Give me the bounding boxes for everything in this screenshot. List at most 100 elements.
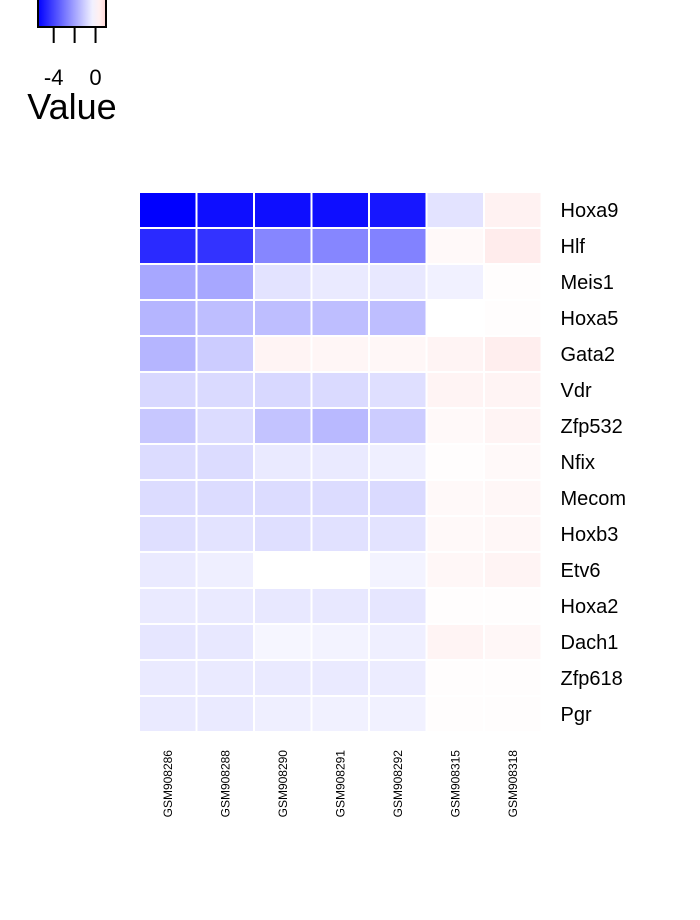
heatmap-cell: [195, 479, 255, 517]
heatmap-cell: [368, 515, 428, 553]
heatmap-cell: [253, 227, 313, 265]
heatmap-cell: [483, 191, 543, 229]
heatmap-cell: [253, 479, 313, 517]
heatmap-cell: [310, 191, 370, 229]
heatmap-cell: [483, 551, 543, 589]
row-label: Zfp532: [561, 416, 623, 438]
heatmap-cell: [368, 371, 428, 409]
heatmap-cell: [483, 443, 543, 481]
color-key-tick-labels: -4 0: [44, 65, 102, 90]
heatmap-cell: [253, 263, 313, 301]
heatmap-cell: [253, 695, 313, 733]
heatmap-cell: [310, 299, 370, 337]
heatmap-cell: [138, 515, 198, 553]
row-label: Meis1: [561, 272, 614, 294]
heatmap-cell: [310, 587, 370, 625]
color-key-title: Value: [27, 86, 116, 127]
row-label: Hoxa5: [561, 308, 619, 330]
column-label: GSM908286: [161, 750, 175, 818]
heatmap-cell: [368, 587, 428, 625]
column-label: GSM908288: [218, 750, 232, 818]
heatmap-cell: [483, 263, 543, 301]
heatmap-cell: [483, 335, 543, 373]
heatmap-cell: [425, 659, 485, 697]
heatmap-cell: [425, 263, 485, 301]
row-label: Hoxa9: [561, 200, 619, 222]
heatmap-cell: [368, 479, 428, 517]
heatmap-cell: [483, 407, 543, 445]
heatmap-cell: [195, 407, 255, 445]
heatmap-cell: [195, 623, 255, 661]
row-label: Etv6: [561, 560, 601, 582]
heatmap-cell: [310, 551, 370, 589]
heatmap-cell: [483, 623, 543, 661]
heatmap-cell: [310, 227, 370, 265]
heatmap-cell: [425, 587, 485, 625]
row-label: Hlf: [561, 236, 586, 258]
heatmap-cell: [425, 443, 485, 481]
heatmap-cell: [483, 659, 543, 697]
heatmap-cell: [425, 479, 485, 517]
heatmap-cell: [253, 371, 313, 409]
row-label: Pgr: [561, 704, 592, 726]
heatmap-cell: [368, 443, 428, 481]
column-label: GSM908315: [448, 750, 462, 818]
row-label: Vdr: [561, 380, 592, 402]
heatmap-cell: [368, 191, 428, 229]
heatmap-cell: [310, 263, 370, 301]
heatmap-cell: [253, 443, 313, 481]
heatmap-cell: [195, 587, 255, 625]
heatmap-cell: [483, 515, 543, 553]
heatmap-cell: [195, 335, 255, 373]
heatmap-cell: [425, 227, 485, 265]
heatmap-cell: [368, 335, 428, 373]
row-label: Nfix: [561, 452, 595, 474]
color-key: -4 0 Value: [27, 0, 117, 127]
heatmap-cell: [195, 695, 255, 733]
heatmap-cell: [138, 335, 198, 373]
row-label: Hoxb3: [561, 524, 619, 546]
heatmap-cell: [425, 299, 485, 337]
heatmap-cell: [138, 371, 198, 409]
heatmap-cells: [138, 191, 543, 733]
heatmap-cell: [483, 299, 543, 337]
heatmap-cell: [138, 479, 198, 517]
color-key-tick-label: -4: [44, 65, 64, 90]
heatmap-cell: [310, 371, 370, 409]
heatmap-cell: [138, 443, 198, 481]
row-label: Dach1: [561, 632, 619, 654]
column-label: GSM908290: [276, 750, 290, 818]
heatmap-cell: [425, 695, 485, 733]
heatmap-cell: [368, 551, 428, 589]
heatmap-cell: [138, 299, 198, 337]
heatmap-cell: [483, 479, 543, 517]
heatmap-cell: [368, 659, 428, 697]
heatmap-cell: [138, 227, 198, 265]
heatmap-cell: [195, 227, 255, 265]
heatmap-cell: [195, 443, 255, 481]
heatmap-cell: [195, 515, 255, 553]
column-label: GSM908318: [506, 750, 520, 818]
heatmap-cell: [253, 299, 313, 337]
heatmap-cell: [253, 335, 313, 373]
heatmap-cell: [253, 659, 313, 697]
heatmap-cell: [195, 299, 255, 337]
heatmap-cell: [138, 659, 198, 697]
heatmap-cell: [195, 263, 255, 301]
heatmap-cell: [253, 407, 313, 445]
heatmap-cell: [138, 623, 198, 661]
row-label: Gata2: [561, 344, 615, 366]
heatmap-cell: [310, 335, 370, 373]
heatmap-cell: [253, 191, 313, 229]
heatmap-cell: [310, 623, 370, 661]
heatmap-cell: [310, 407, 370, 445]
heatmap-cell: [368, 407, 428, 445]
heatmap-cell: [483, 227, 543, 265]
heatmap-cell: [138, 587, 198, 625]
heatmap-cell: [195, 659, 255, 697]
heatmap-cell: [138, 191, 198, 229]
heatmap-cell: [195, 191, 255, 229]
heatmap-cell: [138, 695, 198, 733]
heatmap-cell: [310, 443, 370, 481]
